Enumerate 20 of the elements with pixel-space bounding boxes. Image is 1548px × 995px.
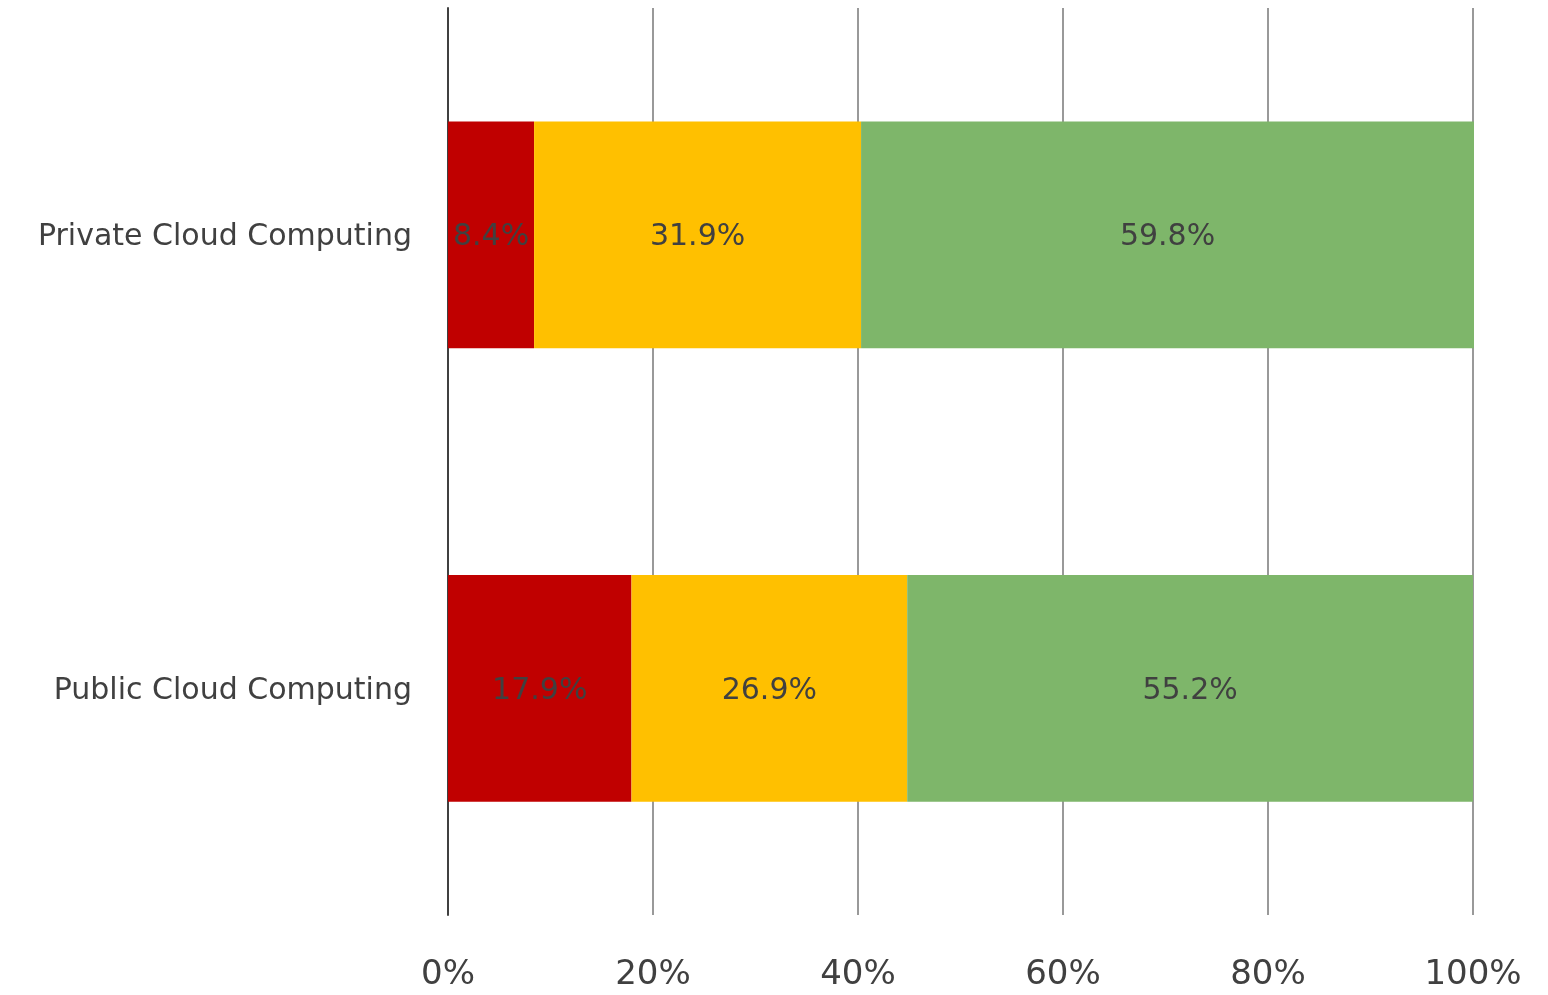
x-tick-label: 20% — [615, 952, 691, 992]
x-tick-label: 0% — [421, 952, 475, 992]
bar — [631, 574, 908, 802]
bar — [907, 574, 1473, 802]
x-tick-label: 100% — [1424, 952, 1522, 992]
data-label: 59.8% — [1119, 217, 1216, 253]
y-tick-label: Private Cloud Computing — [37, 217, 412, 253]
bar — [448, 121, 535, 349]
x-tick-label: 60% — [1025, 952, 1101, 992]
data-label: 55.2% — [1142, 670, 1238, 706]
x-tick-label: 80% — [1230, 952, 1306, 992]
data-label: 17.9% — [492, 670, 588, 706]
bar — [861, 121, 1474, 349]
y-tick-label: Public Cloud Computing — [53, 670, 412, 706]
data-label: 8.4% — [452, 217, 530, 253]
x-tick-label: 40% — [820, 952, 896, 992]
bar — [448, 574, 632, 802]
data-label: 31.9% — [649, 217, 746, 253]
bar — [534, 121, 862, 349]
data-label: 26.9% — [721, 670, 817, 706]
